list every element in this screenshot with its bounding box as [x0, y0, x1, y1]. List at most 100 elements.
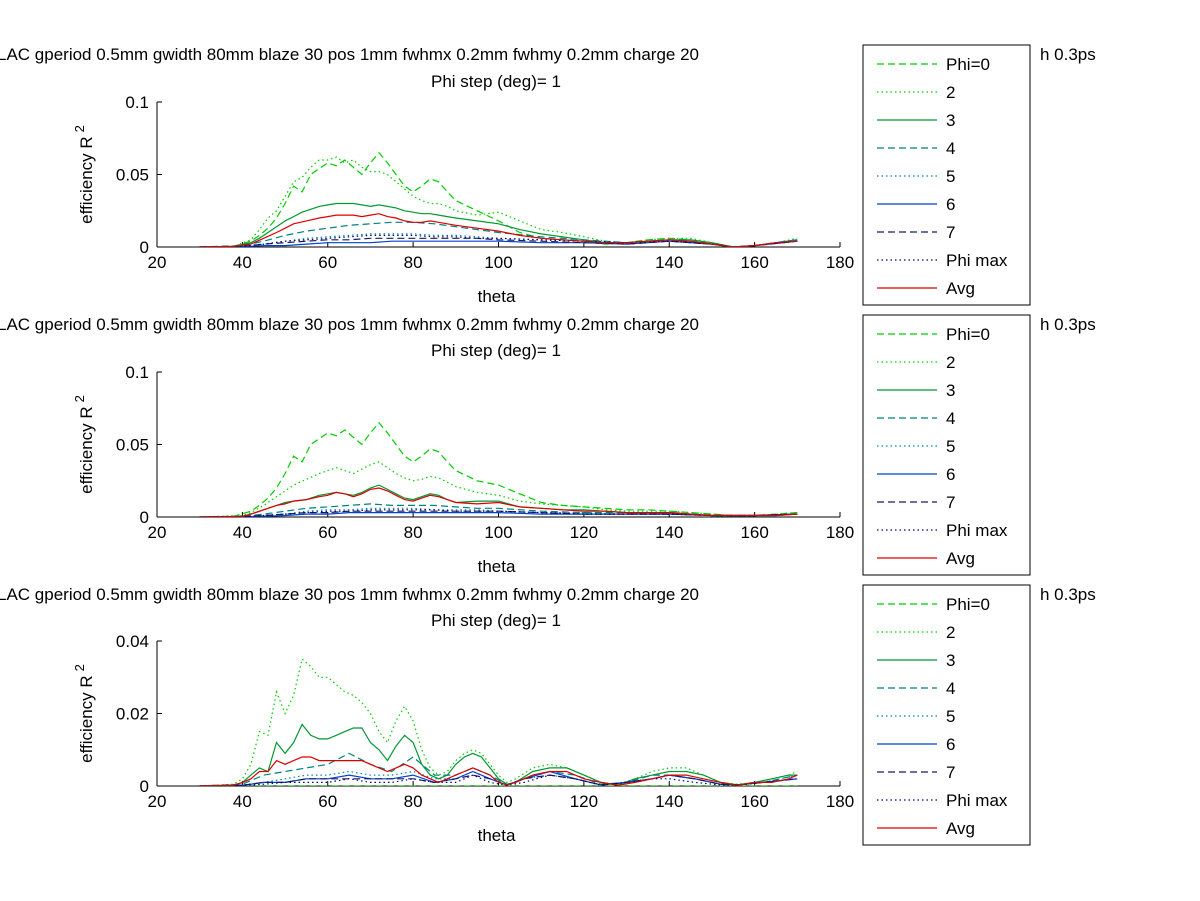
y-axis-label: efficiency R 2: [72, 395, 96, 494]
legend: Phi=0 2 3 4 5 6 7 Phi max Avg: [862, 314, 1031, 576]
x-tick-label: 120: [570, 523, 598, 542]
legend-label: 6: [946, 465, 955, 484]
legend-box: [862, 44, 1031, 306]
chart-subtitle: Phi step (deg)= 1: [431, 72, 561, 91]
legend-label: 5: [946, 707, 955, 726]
legend-label: 5: [946, 437, 955, 456]
y-axis-label-text: efficiency R: [77, 136, 96, 224]
y-tick-label: 0.1: [125, 93, 149, 112]
legend-label: Phi=0: [946, 55, 990, 74]
series-line-3: [199, 221, 798, 247]
y-axis-label-superscript: 2: [72, 395, 87, 402]
legend-box: [862, 584, 1031, 846]
legend-label: 3: [946, 111, 955, 130]
legend-label: 3: [946, 381, 955, 400]
subplot-1: LAC gperiod 0.5mm gwidth 80mm blaze 30 p…: [0, 44, 1096, 306]
legend-label: 6: [946, 195, 955, 214]
x-tick-label: 40: [233, 253, 252, 272]
x-tick-label: 180: [826, 253, 854, 272]
x-tick-label: 80: [404, 523, 423, 542]
chart-title-end: h 0.3ps: [1040, 585, 1096, 604]
x-tick-label: 120: [570, 792, 598, 811]
legend-label: 7: [946, 763, 955, 782]
legend-label: Phi max: [946, 521, 1008, 540]
x-tick-label: 20: [148, 253, 167, 272]
legend-label: Avg: [946, 549, 975, 568]
series-line-0: [199, 151, 798, 247]
legend-label: 4: [946, 409, 955, 428]
y-axis-label-text: efficiency R: [77, 406, 96, 494]
y-axis-label: efficiency R 2: [72, 125, 96, 224]
legend-label: Avg: [946, 279, 975, 298]
x-tick-label: 60: [318, 523, 337, 542]
series-line-7: [199, 774, 798, 786]
y-tick-label: 0: [140, 508, 149, 527]
x-tick-label: 140: [655, 792, 683, 811]
legend-label: Phi=0: [946, 325, 990, 344]
chart-title-end: h 0.3ps: [1040, 315, 1096, 334]
chart-title-end: h 0.3ps: [1040, 45, 1096, 64]
x-tick-label: 80: [404, 792, 423, 811]
x-tick-label: 60: [318, 253, 337, 272]
legend-label: 4: [946, 139, 955, 158]
x-tick-label: 100: [484, 523, 512, 542]
series-line-7: [199, 509, 798, 517]
x-tick-label: 140: [655, 523, 683, 542]
y-axis-label-text: efficiency R: [77, 675, 96, 763]
legend-label: Phi=0: [946, 595, 990, 614]
chart-subtitle: Phi step (deg)= 1: [431, 611, 561, 630]
legend-box: [862, 314, 1031, 576]
x-tick-label: 140: [655, 253, 683, 272]
x-tick-label: 100: [484, 792, 512, 811]
legend-label: 2: [946, 623, 955, 642]
series-line-0: [199, 421, 798, 517]
x-tick-label: 40: [233, 523, 252, 542]
x-tick-label: 80: [404, 253, 423, 272]
legend-label: 2: [946, 353, 955, 372]
x-tick-label: 20: [148, 792, 167, 811]
series-line-4: [199, 233, 798, 247]
series-line-2: [199, 723, 798, 786]
subplot-2: LAC gperiod 0.5mm gwidth 80mm blaze 30 p…: [0, 314, 1096, 576]
x-tick-label: 100: [484, 253, 512, 272]
legend: Phi=0 2 3 4 5 6 7 Phi max Avg: [862, 44, 1031, 306]
legend-label: 7: [946, 493, 955, 512]
chart-title: LAC gperiod 0.5mm gwidth 80mm blaze 30 p…: [0, 315, 699, 334]
x-tick-label: 160: [740, 792, 768, 811]
legend-label: Phi max: [946, 251, 1008, 270]
x-axis-label: theta: [478, 826, 516, 845]
x-tick-label: 160: [740, 523, 768, 542]
legend-label: Phi max: [946, 791, 1008, 810]
legend-label: Avg: [946, 819, 975, 838]
y-axis-label-superscript: 2: [72, 125, 87, 132]
y-tick-label: 0: [140, 238, 149, 257]
x-axis-label: theta: [478, 557, 516, 576]
legend: Phi=0 2 3 4 5 6 7 Phi max Avg: [862, 584, 1031, 846]
legend-label: 5: [946, 167, 955, 186]
chart-title: LAC gperiod 0.5mm gwidth 80mm blaze 30 p…: [0, 45, 699, 64]
y-axis-label-superscript: 2: [72, 664, 87, 671]
legend-label: 4: [946, 679, 955, 698]
x-tick-label: 20: [148, 523, 167, 542]
legend-label: 7: [946, 223, 955, 242]
x-tick-label: 160: [740, 253, 768, 272]
y-tick-label: 0.04: [116, 632, 149, 651]
x-axis-label: theta: [478, 287, 516, 306]
x-tick-label: 120: [570, 253, 598, 272]
series-line-8: [199, 487, 798, 517]
y-tick-label: 0.05: [116, 166, 149, 185]
chart-subtitle: Phi step (deg)= 1: [431, 341, 561, 360]
legend-label: 3: [946, 651, 955, 670]
series-line-6: [199, 237, 798, 247]
legend-label: 2: [946, 83, 955, 102]
x-tick-label: 180: [826, 792, 854, 811]
series-line-8: [199, 213, 798, 247]
series-line-6: [199, 774, 798, 786]
subplot-3: LAC gperiod 0.5mm gwidth 80mm blaze 30 p…: [0, 584, 1096, 846]
x-tick-label: 40: [233, 792, 252, 811]
x-tick-label: 180: [826, 523, 854, 542]
legend-label: 6: [946, 735, 955, 754]
y-tick-label: 0.1: [125, 363, 149, 382]
y-axis-label: efficiency R 2: [72, 664, 96, 763]
